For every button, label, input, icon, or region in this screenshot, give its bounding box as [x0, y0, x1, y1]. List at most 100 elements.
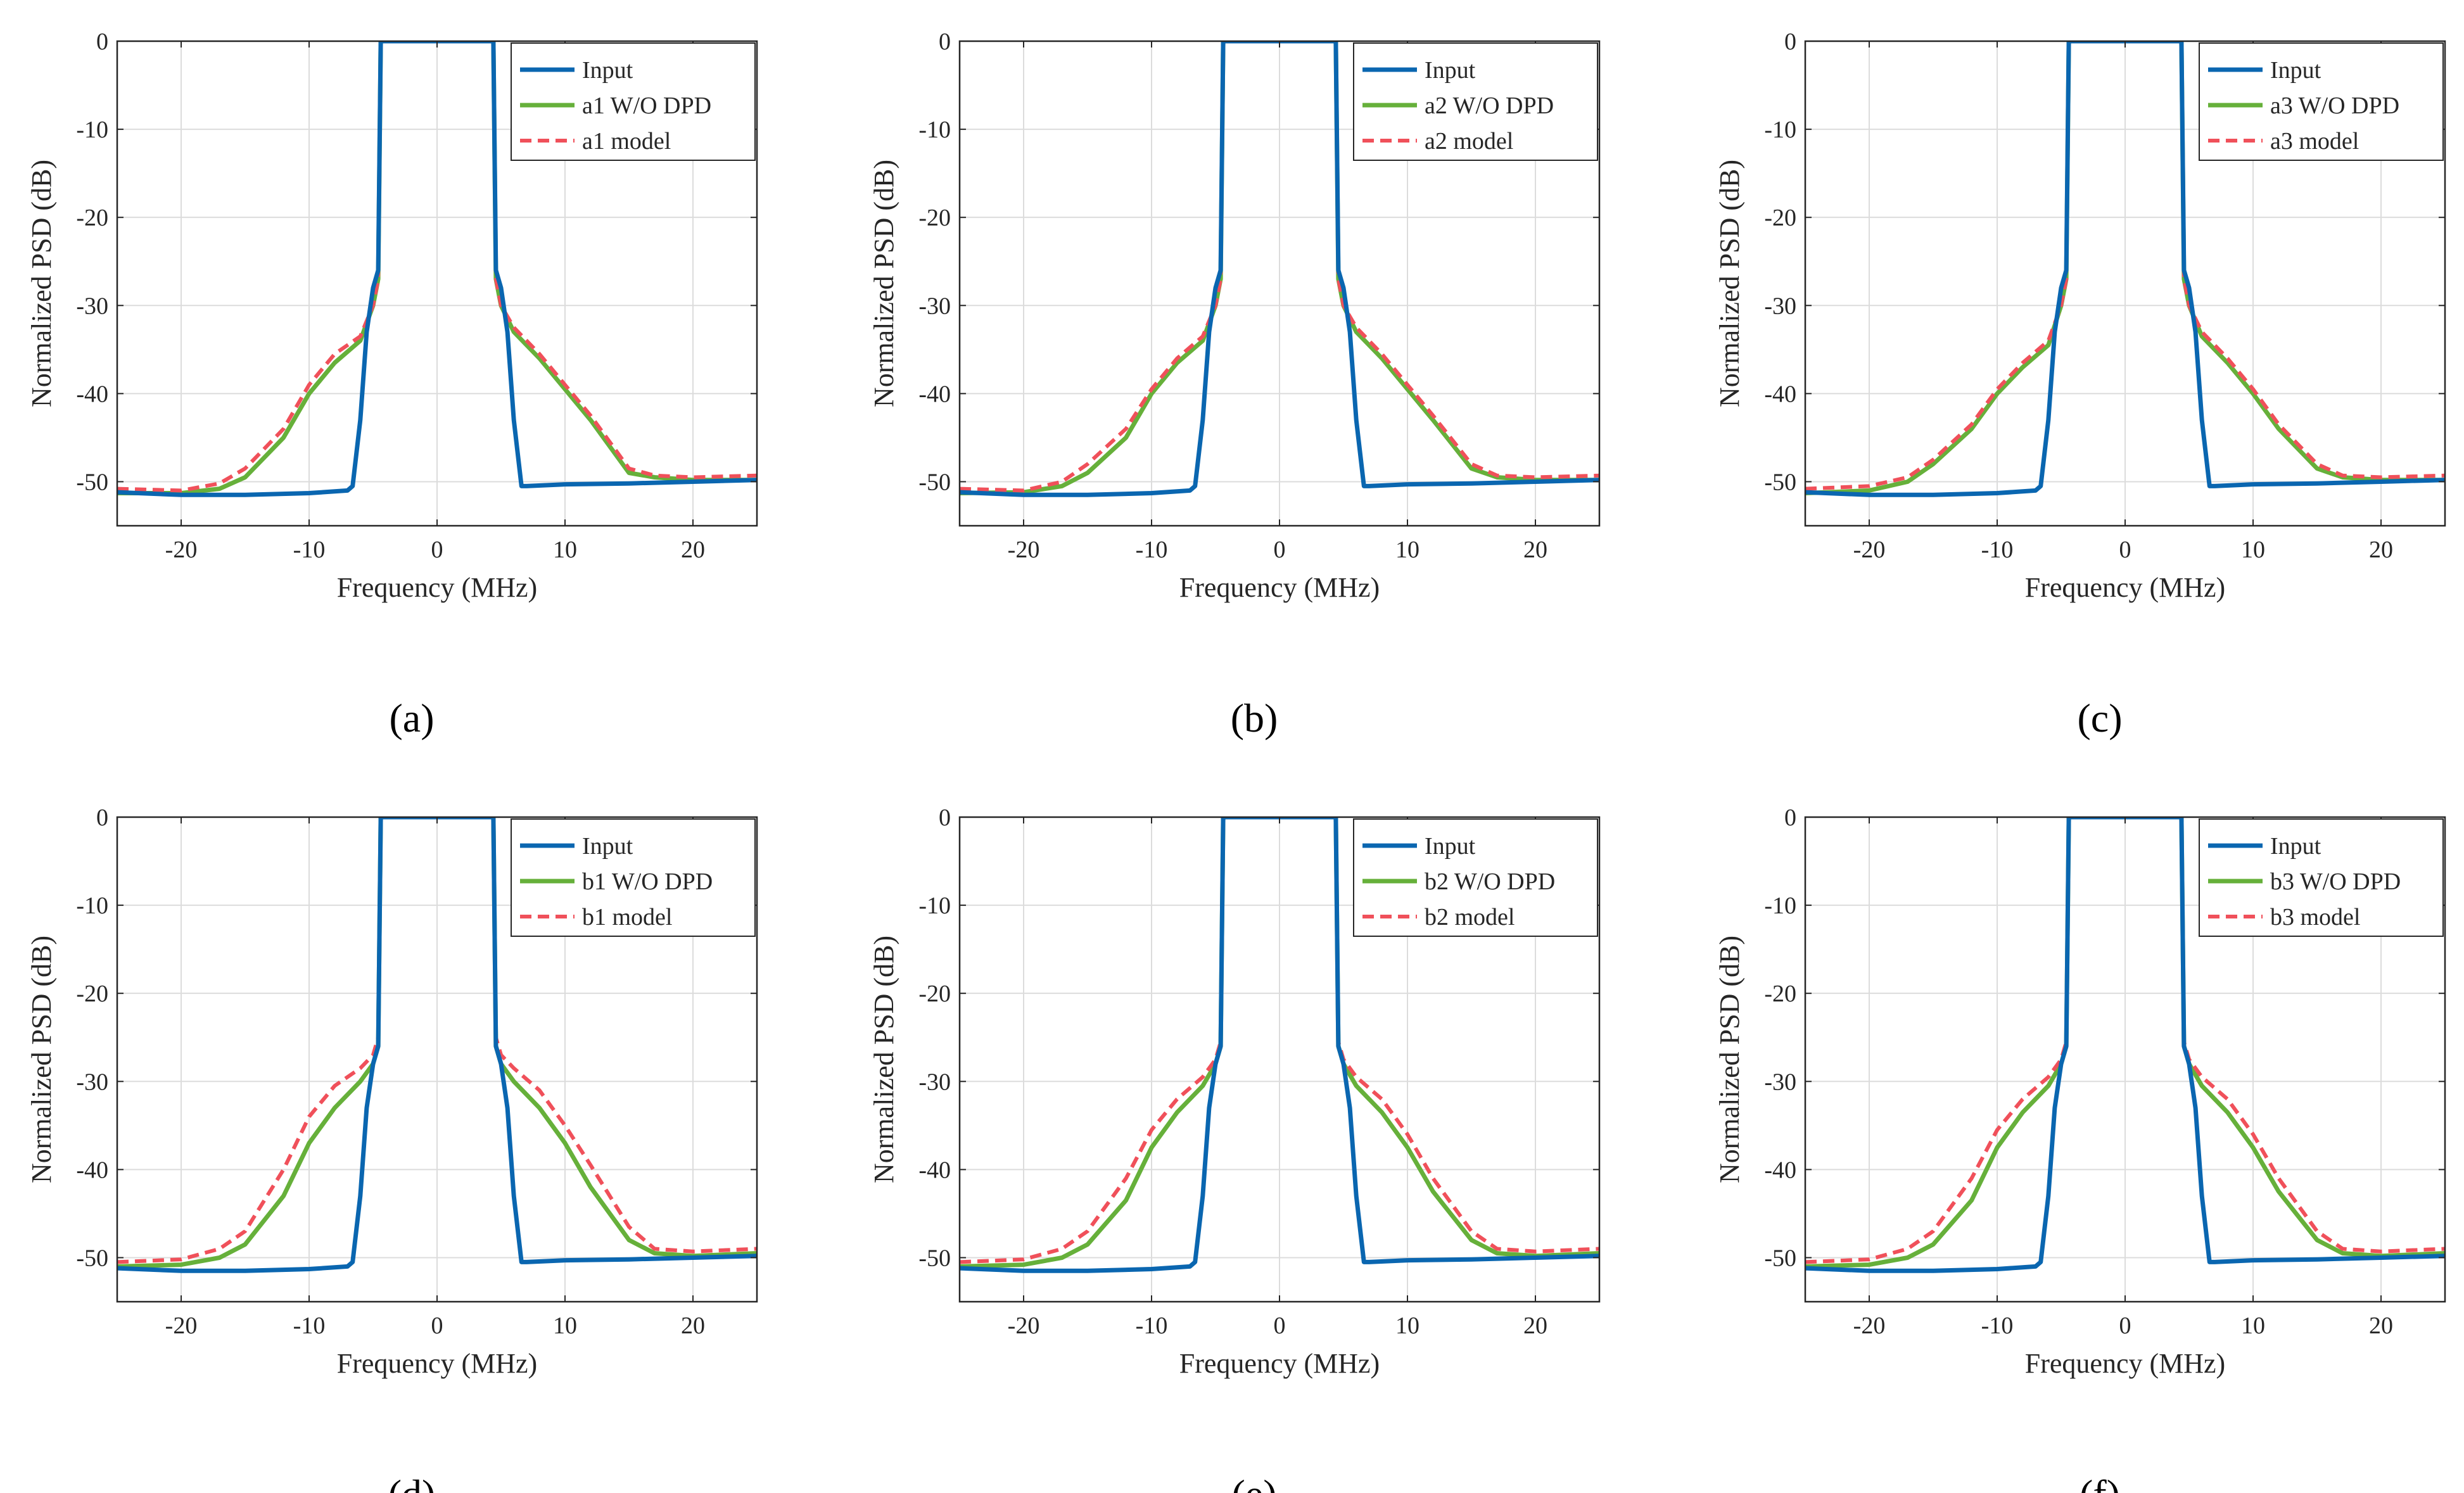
- series-line-input: [117, 41, 757, 497]
- y-tick-label: 0: [1784, 804, 1796, 831]
- x-tick-label: 0: [431, 537, 443, 563]
- y-tick-label: -10: [76, 117, 108, 143]
- y-axis-label: Normalized PSD (dB): [868, 936, 899, 1183]
- x-tick-label: 0: [2119, 1312, 2131, 1339]
- x-axis-label: Frequency (MHz): [2025, 1348, 2225, 1379]
- series-line-wodpd: [960, 817, 1599, 1269]
- x-tick-label: 20: [2369, 1312, 2393, 1339]
- y-tick-label: 0: [96, 804, 108, 831]
- y-tick-label: -10: [76, 893, 108, 919]
- series-group: [960, 817, 1599, 1273]
- x-tick-label: 0: [2119, 537, 2131, 563]
- series-line-input: [1805, 817, 2445, 1273]
- y-axis-label: Normalized PSD (dB): [1714, 160, 1745, 407]
- x-tick-label: 20: [681, 1312, 705, 1339]
- legend: Input b3 W/O DPD b3 model: [2199, 818, 2444, 937]
- x-tick-label: -20: [1853, 537, 1886, 563]
- y-tick-label: -10: [1764, 893, 1796, 919]
- y-tick-label: -40: [918, 381, 951, 407]
- y-axis-label: Normalized PSD (dB): [1714, 936, 1745, 1183]
- y-tick-label: -20: [76, 205, 108, 231]
- x-tick-label: 0: [1274, 1312, 1286, 1339]
- legend-box: [1353, 42, 1598, 161]
- x-axis-label: Frequency (MHz): [2025, 572, 2225, 603]
- x-tick-label: -10: [293, 537, 326, 563]
- y-tick-label: -50: [76, 469, 108, 495]
- x-tick-label: 10: [1395, 537, 1419, 563]
- y-tick-label: -30: [918, 1069, 951, 1095]
- y-tick-label: -30: [1764, 1069, 1796, 1095]
- x-tick-label: 10: [553, 537, 577, 563]
- panel-caption: (f): [2080, 1471, 2120, 1493]
- panel-caption: (d): [388, 1471, 436, 1493]
- y-tick-label: -50: [1764, 1245, 1796, 1271]
- x-tick-label: 10: [1395, 1312, 1419, 1339]
- y-tick-label: -10: [918, 117, 951, 143]
- x-tick-label: -20: [1008, 537, 1040, 563]
- legend-box: [1353, 818, 1598, 937]
- y-tick-label: -40: [76, 1157, 108, 1183]
- y-tick-label: -50: [1764, 469, 1796, 495]
- series-line-model: [960, 817, 1599, 1264]
- legend-label: Input: [2270, 833, 2321, 860]
- y-tick-label: -20: [76, 981, 108, 1007]
- series-line-input: [960, 817, 1599, 1273]
- x-tick-label: 0: [431, 1312, 443, 1339]
- legend-label: a3 W/O DPD: [2270, 92, 2399, 119]
- y-tick-label: -20: [918, 205, 951, 231]
- y-tick-label: 0: [1784, 29, 1796, 55]
- x-tick-label: -20: [1853, 1312, 1886, 1339]
- y-tick-label: -20: [1764, 205, 1796, 231]
- legend-box: [2199, 818, 2444, 937]
- x-tick-label: 20: [2369, 537, 2393, 563]
- series-line-input: [1805, 41, 2445, 497]
- y-tick-label: -10: [1764, 117, 1796, 143]
- legend-label: a1 model: [582, 128, 671, 155]
- series-line-wodpd: [117, 817, 757, 1269]
- panel-a: -20 -10 0 10 20 0 -10 -20 -30 -40 -50 Frequency (MH…: [26, 29, 758, 740]
- y-tick-label: -40: [1764, 381, 1796, 407]
- legend-label: Input: [582, 833, 633, 860]
- y-tick-label: -30: [76, 1069, 108, 1095]
- series-group: [117, 41, 757, 497]
- panel-caption: (e): [1231, 1471, 1276, 1493]
- x-axis-label: Frequency (MHz): [1179, 1348, 1380, 1379]
- legend: Input a2 W/O DPD a2 model: [1353, 42, 1598, 161]
- legend-label: Input: [1425, 833, 1476, 860]
- legend: Input b1 W/O DPD b1 model: [511, 818, 756, 937]
- legend: Input a1 W/O DPD a1 model: [511, 42, 756, 161]
- x-tick-label: -20: [1008, 1312, 1040, 1339]
- y-tick-label: -10: [918, 893, 951, 919]
- panel-e: -20 -10 0 10 20 0 -10 -20 -30 -40 -50 Frequency (MH…: [868, 804, 1601, 1493]
- y-tick-label: 0: [939, 29, 951, 55]
- x-tick-label: -10: [1981, 1312, 2014, 1339]
- legend-label: b3 model: [2270, 904, 2360, 931]
- legend-label: Input: [1425, 57, 1476, 84]
- panel-caption: (a): [389, 696, 434, 740]
- y-axis-label: Normalized PSD (dB): [868, 160, 899, 407]
- y-tick-label: 0: [96, 29, 108, 55]
- panel-c: -20 -10 0 10 20 0 -10 -20 -30 -40 -50 Frequency (MH…: [1714, 29, 2446, 740]
- x-tick-label: 20: [1523, 1312, 1547, 1339]
- series-line-model: [117, 41, 757, 493]
- series-line-model: [1805, 817, 2445, 1264]
- legend-label: b1 model: [582, 904, 672, 931]
- legend-label: Input: [2270, 57, 2321, 84]
- y-tick-label: -30: [76, 293, 108, 319]
- y-tick-label: -50: [918, 1245, 951, 1271]
- y-tick-label: -30: [918, 293, 951, 319]
- series-group: [960, 41, 1599, 497]
- x-tick-label: -10: [1136, 537, 1168, 563]
- legend-box: [511, 818, 756, 937]
- y-axis-label: Normalized PSD (dB): [26, 160, 57, 407]
- series-line-input: [117, 817, 757, 1273]
- legend-label: a2 model: [1425, 128, 1513, 155]
- y-tick-label: -30: [1764, 293, 1796, 319]
- y-tick-label: -50: [918, 469, 951, 495]
- x-axis-label: Frequency (MHz): [337, 572, 537, 603]
- x-tick-label: -20: [165, 537, 198, 563]
- series-line-wodpd: [960, 41, 1599, 495]
- series-line-wodpd: [1805, 817, 2445, 1269]
- series-line-wodpd: [117, 41, 757, 495]
- panel-f: -20 -10 0 10 20 0 -10 -20 -30 -40 -50 Frequency (MH…: [1714, 804, 2446, 1493]
